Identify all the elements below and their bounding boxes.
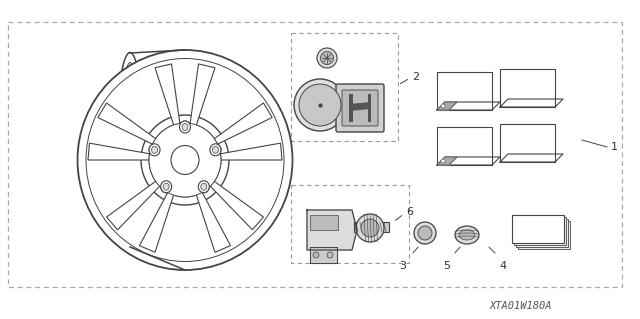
- Polygon shape: [500, 124, 555, 162]
- Ellipse shape: [294, 79, 346, 131]
- Ellipse shape: [198, 181, 209, 193]
- Bar: [291, 33, 398, 141]
- Polygon shape: [140, 192, 174, 252]
- Polygon shape: [500, 154, 563, 162]
- Polygon shape: [155, 64, 180, 126]
- Ellipse shape: [149, 144, 160, 156]
- Ellipse shape: [441, 104, 445, 108]
- Ellipse shape: [212, 146, 218, 153]
- Polygon shape: [190, 64, 215, 126]
- Ellipse shape: [152, 146, 157, 153]
- Ellipse shape: [198, 181, 209, 193]
- Polygon shape: [500, 99, 563, 107]
- Ellipse shape: [459, 230, 475, 240]
- Ellipse shape: [418, 226, 432, 240]
- Text: 2: 2: [412, 72, 419, 82]
- Polygon shape: [518, 221, 570, 249]
- Text: 1: 1: [611, 142, 618, 152]
- Polygon shape: [500, 69, 555, 107]
- Ellipse shape: [149, 144, 160, 156]
- Ellipse shape: [152, 146, 157, 153]
- Ellipse shape: [210, 144, 221, 156]
- Polygon shape: [210, 181, 264, 230]
- Polygon shape: [514, 217, 566, 245]
- Ellipse shape: [327, 252, 333, 258]
- Polygon shape: [437, 102, 457, 110]
- Polygon shape: [307, 210, 357, 250]
- Ellipse shape: [149, 123, 221, 197]
- Ellipse shape: [182, 123, 188, 130]
- Text: 6: 6: [406, 207, 413, 217]
- Polygon shape: [437, 127, 492, 165]
- Ellipse shape: [161, 181, 172, 193]
- FancyBboxPatch shape: [336, 84, 384, 132]
- Ellipse shape: [201, 183, 207, 190]
- Ellipse shape: [182, 123, 188, 130]
- Ellipse shape: [163, 183, 169, 190]
- Ellipse shape: [455, 226, 479, 244]
- Polygon shape: [516, 219, 568, 247]
- Ellipse shape: [210, 144, 221, 156]
- Ellipse shape: [161, 181, 172, 193]
- Ellipse shape: [149, 123, 221, 197]
- Polygon shape: [437, 157, 500, 165]
- Polygon shape: [220, 143, 282, 160]
- Ellipse shape: [116, 53, 144, 248]
- Bar: [291, 185, 409, 263]
- Polygon shape: [98, 103, 156, 144]
- Ellipse shape: [313, 252, 319, 258]
- Polygon shape: [88, 143, 150, 160]
- Polygon shape: [349, 102, 371, 111]
- Polygon shape: [437, 157, 457, 165]
- Polygon shape: [106, 181, 160, 230]
- Polygon shape: [367, 94, 371, 122]
- Ellipse shape: [441, 159, 445, 163]
- Ellipse shape: [77, 50, 292, 270]
- Text: 5: 5: [444, 261, 451, 271]
- Ellipse shape: [317, 48, 337, 68]
- Bar: [8, 22, 622, 287]
- Polygon shape: [437, 72, 492, 110]
- Ellipse shape: [321, 51, 333, 64]
- Ellipse shape: [299, 84, 341, 126]
- Ellipse shape: [414, 222, 436, 244]
- Ellipse shape: [356, 214, 384, 242]
- Ellipse shape: [171, 145, 199, 174]
- Ellipse shape: [201, 183, 207, 190]
- Polygon shape: [196, 192, 230, 252]
- Ellipse shape: [361, 219, 379, 237]
- Polygon shape: [214, 103, 272, 144]
- Ellipse shape: [212, 146, 218, 153]
- FancyBboxPatch shape: [342, 90, 378, 126]
- Polygon shape: [437, 102, 500, 110]
- Ellipse shape: [179, 121, 191, 133]
- Bar: [310, 215, 338, 230]
- Ellipse shape: [171, 145, 199, 174]
- Text: 3: 3: [399, 261, 406, 271]
- Ellipse shape: [179, 121, 191, 133]
- Ellipse shape: [141, 115, 229, 205]
- Ellipse shape: [163, 183, 169, 190]
- Ellipse shape: [121, 63, 139, 238]
- Text: 4: 4: [499, 261, 507, 271]
- Polygon shape: [310, 247, 337, 263]
- Polygon shape: [349, 94, 353, 122]
- Text: XTA01W180A: XTA01W180A: [490, 301, 552, 311]
- Polygon shape: [512, 215, 564, 243]
- Bar: [354, 222, 389, 232]
